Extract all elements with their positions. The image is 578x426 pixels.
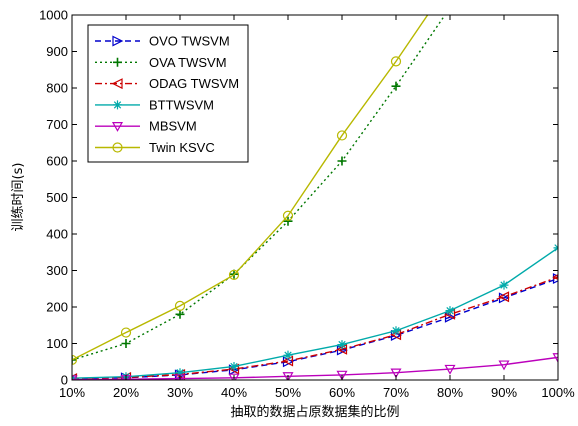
legend-label: MBSVM — [149, 119, 197, 134]
data-point-circle — [282, 210, 294, 221]
data-point-asterisk — [113, 100, 122, 110]
data-point-triangle-down — [282, 372, 294, 380]
legend-label: BTTWSVM — [149, 97, 214, 112]
y-tick-label: 100 — [46, 336, 68, 351]
series-line-5 — [72, 15, 429, 361]
data-point-plus — [121, 339, 131, 348]
x-tick-label: 50% — [275, 385, 301, 400]
x-tick-label: 70% — [383, 385, 409, 400]
data-point-plus — [72, 355, 77, 365]
data-point-triangle-down — [174, 374, 186, 380]
data-point-triangle-left — [111, 78, 123, 90]
legend-label: Twin KSVC — [149, 140, 215, 155]
x-axis-title: 抽取的数据占原数据集的比例 — [230, 404, 399, 420]
legend: OVO TWSVM OVA TWSVM ODAG TWSVM BTTWSVM MBSVM… — [87, 24, 249, 163]
data-point-triangle-down — [336, 370, 348, 380]
series-line-3 — [72, 247, 558, 379]
data-point-circle — [336, 130, 348, 141]
legend-label: OVO TWSVM — [149, 34, 230, 49]
data-point-plus — [175, 309, 185, 319]
x-tick-label: 40% — [221, 385, 247, 400]
data-point-plus — [337, 156, 347, 166]
data-point-circle — [228, 269, 240, 280]
legend-label: ODAG TWSVM — [149, 76, 239, 91]
y-tick-label: 700 — [46, 117, 68, 132]
legend-box — [87, 24, 249, 163]
data-point-triangle-right — [112, 35, 124, 47]
series-line-2 — [72, 276, 558, 380]
data-point-asterisk — [445, 306, 455, 316]
x-tick-label: 60% — [329, 385, 355, 400]
y-axis-title: 训练时间(s) — [11, 163, 26, 232]
y-tick-label: 400 — [46, 227, 68, 242]
data-point-circle — [390, 56, 402, 67]
data-point-circle — [120, 327, 132, 338]
data-point-asterisk — [337, 340, 347, 350]
data-point-plus — [283, 216, 293, 226]
y-tick-label: 900 — [46, 44, 68, 59]
data-point-asterisk — [499, 280, 509, 290]
data-point-plus — [446, 3, 455, 12]
x-tick-label: 20% — [113, 385, 139, 400]
y-tick-label: 1000 — [39, 8, 68, 23]
data-point-triangle-down — [111, 121, 124, 132]
x-tick-label: 90% — [491, 385, 517, 400]
y-tick-label: 500 — [46, 190, 68, 205]
data-point-triangle-down — [444, 364, 456, 375]
x-tick-label: 100% — [541, 385, 575, 400]
data-point-triangle-down — [552, 353, 558, 364]
data-point-asterisk — [229, 361, 239, 371]
y-tick-label: 200 — [46, 300, 68, 315]
data-point-triangle-down — [228, 373, 240, 380]
series-line-1 — [72, 15, 446, 361]
data-point-asterisk — [283, 350, 293, 360]
legend-label: OVA TWSVM — [149, 55, 227, 70]
y-tick-label: 600 — [46, 154, 68, 169]
data-point-asterisk — [391, 326, 401, 336]
data-point-circle — [174, 300, 186, 312]
data-point-plus — [113, 57, 122, 67]
data-point-triangle-down — [390, 368, 402, 379]
series-line-4 — [72, 356, 558, 380]
x-tick-label: 80% — [437, 385, 463, 400]
data-point-triangle-down — [498, 360, 510, 371]
data-point-triangle-left — [498, 291, 510, 303]
x-tick-label: 10% — [59, 385, 85, 400]
data-point-plus — [391, 81, 401, 91]
data-point-circle — [72, 354, 78, 366]
y-tick-label: 300 — [46, 263, 68, 278]
y-tick-label: 0 — [61, 373, 68, 388]
data-point-circle — [112, 142, 123, 153]
y-tick-label: 800 — [46, 81, 68, 96]
data-point-asterisk — [175, 368, 185, 378]
x-tick-label: 30% — [167, 385, 193, 400]
